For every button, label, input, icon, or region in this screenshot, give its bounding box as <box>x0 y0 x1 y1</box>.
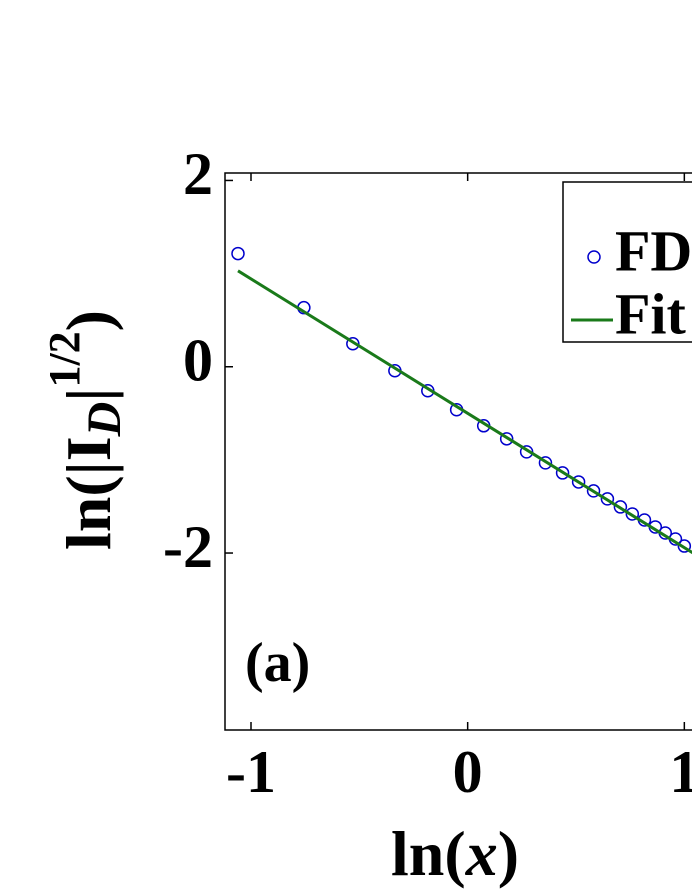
y-tick-label: 2 <box>183 141 213 207</box>
y-label-sub: D <box>78 402 131 438</box>
y-tick-label: 0 <box>183 328 213 394</box>
y-label-part: ln(|I <box>53 436 124 550</box>
x-axis-label: ln(x) <box>391 818 519 889</box>
legend-marker <box>587 250 601 264</box>
data-point <box>625 507 640 521</box>
y-label-sup: 1/2 <box>40 331 89 387</box>
x-tick-label: 0 <box>453 739 483 805</box>
x-tick-label: -1 <box>226 739 276 805</box>
y-label-part: | <box>53 388 124 402</box>
x-tick-label: 1 <box>669 739 692 805</box>
data-point <box>677 539 692 553</box>
x-label-part: ln( <box>391 818 466 889</box>
data-point <box>499 432 514 446</box>
x-label-var: x <box>465 818 498 889</box>
x-label-part: ) <box>498 818 519 889</box>
legend-box <box>562 181 692 343</box>
data-point <box>538 456 553 470</box>
data-point <box>555 466 570 480</box>
data-point <box>571 475 586 489</box>
y-axis-label: ln(|ID|1/2) <box>40 310 131 550</box>
y-label-part: ) <box>53 310 124 331</box>
plot-frame <box>224 172 692 731</box>
data-point <box>586 484 601 498</box>
data-point <box>231 246 245 261</box>
legend-label: FD <box>615 218 692 283</box>
y-tick-label: -2 <box>163 514 213 580</box>
data-point <box>600 492 615 506</box>
annotation: (a) <box>245 632 310 694</box>
data-point <box>613 500 628 514</box>
data-point <box>346 336 360 351</box>
legend-label: Fit <box>615 281 687 346</box>
fit-line <box>237 269 692 555</box>
